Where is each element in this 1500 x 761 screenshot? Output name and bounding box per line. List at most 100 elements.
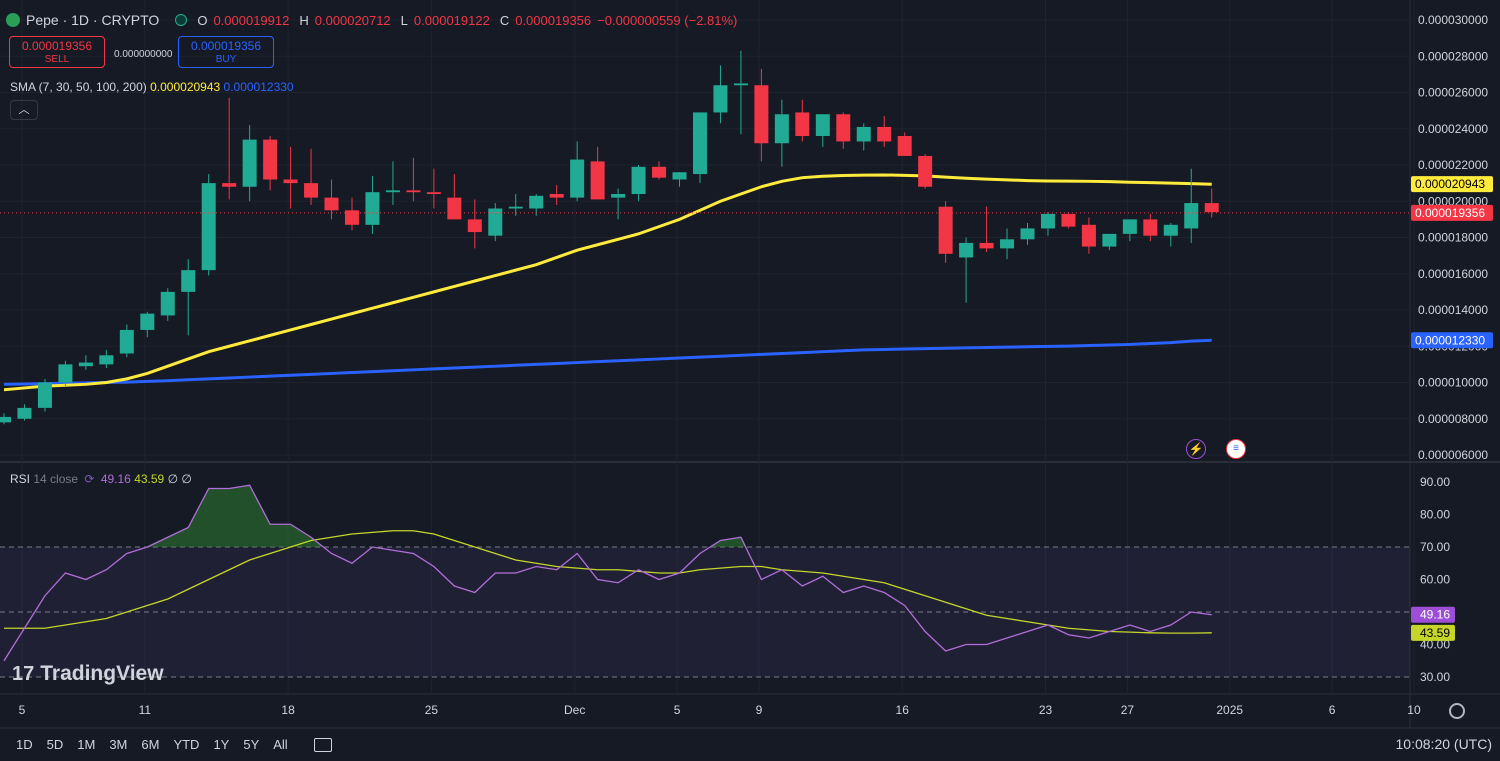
candle-body <box>590 161 605 200</box>
candle-body <box>549 194 564 198</box>
candle-body <box>406 190 421 193</box>
change-value: −0.000000559 (−2.81%) <box>597 12 738 28</box>
sma-name: SMA (7, 30, 50, 100, 200) <box>10 80 147 94</box>
candle-body <box>365 192 380 225</box>
candle-body <box>672 172 687 180</box>
rsi-tick-label: 60.00 <box>1420 573 1450 587</box>
candle-body <box>1040 213 1055 229</box>
high-label: H <box>299 12 309 28</box>
price-tick-label: 0.000016000 <box>1418 267 1488 281</box>
market-status-icon[interactable] <box>175 14 188 26</box>
timeframe-1m[interactable]: 1M <box>77 737 96 752</box>
candle-body <box>774 114 789 144</box>
candle-body <box>795 112 810 136</box>
last-price-badge: 0.000019356 <box>1415 206 1485 220</box>
price-tick-label: 0.000008000 <box>1418 412 1488 426</box>
candle-body <box>631 166 646 194</box>
sma-fast-badge: 0.000020943 <box>1415 177 1485 191</box>
x-tick-label: 9 <box>756 703 763 717</box>
rsi-value: 49.16 <box>100 472 131 486</box>
gear-icon[interactable] <box>1449 703 1465 719</box>
timeframe-1d[interactable]: 1D <box>16 737 33 752</box>
rsi-tick-label: 40.00 <box>1420 638 1450 652</box>
candle-body <box>959 242 974 258</box>
candle-body <box>1102 233 1117 247</box>
candle-body <box>713 85 728 113</box>
candle-body <box>1061 213 1076 227</box>
candle-body <box>692 112 707 175</box>
last-price-badge-bg <box>1411 204 1493 221</box>
sma-legend[interactable]: SMA (7, 30, 50, 100, 200) 0.000020943 0.… <box>10 80 294 94</box>
price-tick-label: 0.000022000 <box>1418 158 1488 172</box>
x-tick-label: 6 <box>1329 703 1336 717</box>
close-label: C <box>499 12 510 28</box>
candle-body <box>447 197 462 220</box>
x-tick-label: 10 <box>1407 703 1421 717</box>
timeframe-1y[interactable]: 1Y <box>213 737 230 752</box>
open-value: 0.000019912 <box>213 12 290 28</box>
buy-button[interactable]: 0.000019356 BUY <box>178 36 274 68</box>
low-label: L <box>400 12 408 28</box>
candle-body <box>58 364 73 383</box>
sell-button[interactable]: 0.000019356 SELL <box>9 36 105 68</box>
candle-body <box>242 139 257 187</box>
candle-body <box>815 114 830 136</box>
timeframe-6m[interactable]: 6M <box>141 737 160 752</box>
clock[interactable]: 10:08:20 (UTC) <box>1395 736 1492 752</box>
timeframe-all[interactable]: All <box>273 737 288 752</box>
candle-body <box>1184 203 1199 229</box>
candle-body <box>78 362 93 367</box>
price-tick-label: 0.000010000 <box>1418 376 1488 390</box>
sell-label: SELL <box>44 54 70 65</box>
collapse-legend-button[interactable]: ︿ <box>10 100 38 120</box>
candle-body <box>201 183 216 271</box>
rsi-value-badge-bg <box>1411 606 1455 623</box>
x-tick-label: 25 <box>425 703 439 717</box>
sma-fast-line <box>3 173 1212 392</box>
symbol-title[interactable]: Pepe · 1D · CRYPTO <box>26 12 160 28</box>
lightning-icon[interactable]: ⚡ <box>1186 439 1206 459</box>
rsi-legend[interactable]: RSI 14 close ⟳ 49.16 43.59 ∅ ∅ <box>10 472 192 486</box>
high-value: 0.000020712 <box>314 12 391 28</box>
x-tick-label: 5 <box>674 703 681 717</box>
buy-price: 0.000019356 <box>190 39 262 53</box>
tv-logo-icon: 17 <box>12 663 35 685</box>
rsi-tick-label: 80.00 <box>1420 508 1450 522</box>
rsi-extra: ∅ ∅ <box>167 472 192 486</box>
rsi-ma-line <box>4 530 1212 634</box>
candle-body <box>754 85 769 144</box>
rsi-params: 14 close <box>33 472 79 486</box>
candle-body <box>508 206 523 209</box>
calendar-icon[interactable] <box>313 737 332 752</box>
candle-body <box>385 190 400 193</box>
bottom-toolbar: 1D 5D 1M 3M 6M YTD 1Y 5Y All 10:08:20 (U… <box>0 728 1500 761</box>
x-tick-label: 18 <box>281 703 295 717</box>
price-tick-label: 0.000026000 <box>1418 86 1488 100</box>
candle-body <box>529 195 544 209</box>
timeframe-3m[interactable]: 3M <box>109 737 128 752</box>
rsi-overbought-fill <box>710 537 746 547</box>
candle-body <box>611 194 626 198</box>
sma-value-fast: 0.000020943 <box>150 80 221 94</box>
low-value: 0.000019122 <box>413 12 490 28</box>
us-flag-icon[interactable]: ≡ <box>1226 439 1246 459</box>
candle-body <box>140 313 155 330</box>
timeframe-5y[interactable]: 5Y <box>243 737 260 752</box>
candle-body <box>570 159 585 198</box>
timeframe-ytd[interactable]: YTD <box>173 737 200 752</box>
pepe-logo-icon <box>6 13 20 27</box>
sma-slow-badge-bg <box>1411 332 1493 349</box>
legend-header: Pepe · 1D · CRYPTO O 0.000019912 H 0.00002… <box>6 12 737 28</box>
x-tick-label: Dec <box>564 703 585 717</box>
refresh-icon[interactable]: ⟳ <box>84 472 95 486</box>
rsi-line <box>3 484 1212 662</box>
price-tick-label: 0.000028000 <box>1418 49 1488 63</box>
candle-body <box>37 382 52 408</box>
timeframe-5d[interactable]: 5D <box>46 737 64 752</box>
candle-body <box>1163 224 1178 236</box>
candle-body <box>1204 203 1219 213</box>
candle-body <box>304 183 319 198</box>
rsi-ma-badge-bg <box>1411 624 1455 641</box>
spread-value: 0.000000000 <box>114 49 173 60</box>
